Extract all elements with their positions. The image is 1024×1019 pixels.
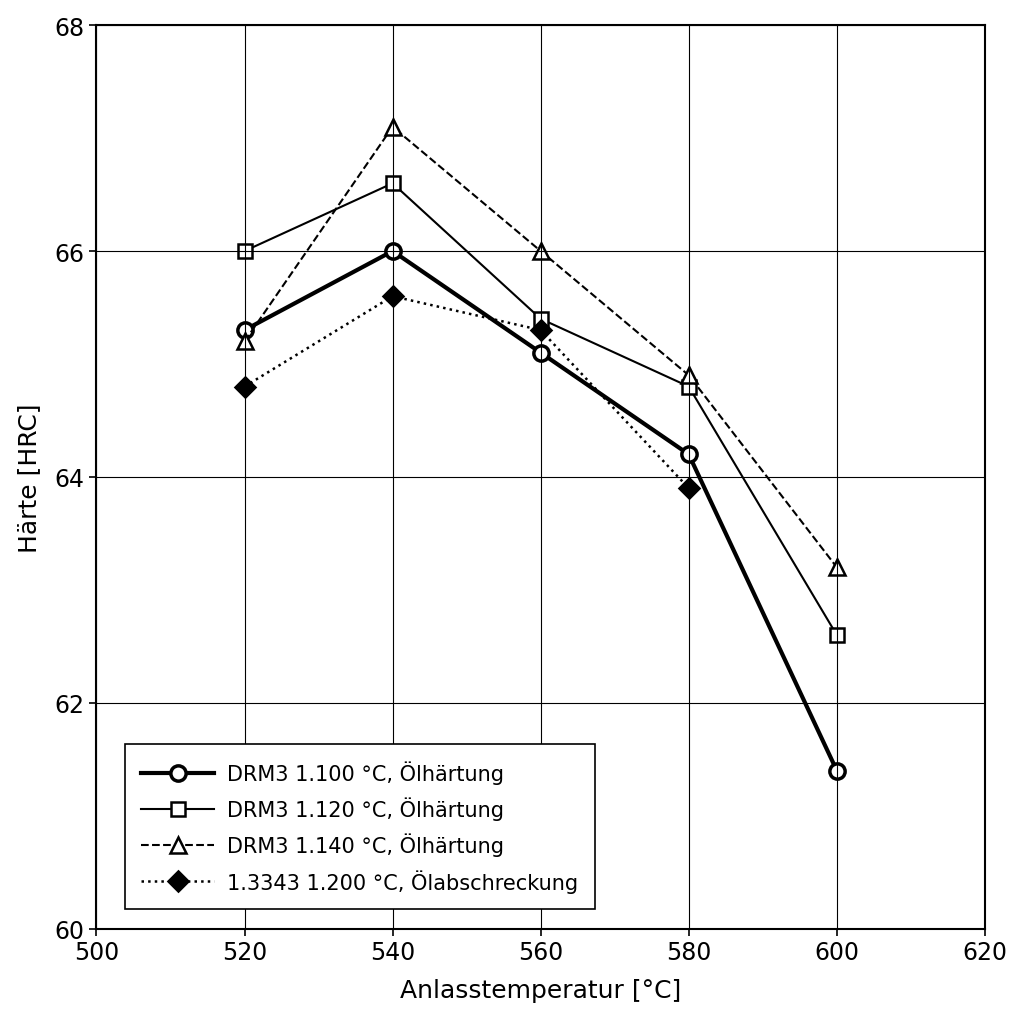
1.3343 1.200 °C, Ölabschreckung (683, 483, 695, 495)
Y-axis label: Härte [HRC]: Härte [HRC] (16, 403, 41, 552)
DRM3 1.120 °C, Ölhärtung (386, 178, 398, 191)
1.3343 1.200 °C, Ölabschreckung (239, 381, 251, 393)
Line: DRM3 1.140 °C, Ölhärtung: DRM3 1.140 °C, Ölhärtung (237, 119, 845, 576)
1.3343 1.200 °C, Ölabschreckung (535, 325, 547, 337)
DRM3 1.120 °C, Ölhärtung (683, 381, 695, 393)
DRM3 1.140 °C, Ölhärtung (683, 370, 695, 382)
DRM3 1.100 °C, Ölhärtung (535, 347, 547, 360)
DRM3 1.100 °C, Ölhärtung (830, 764, 843, 776)
DRM3 1.140 °C, Ölhärtung (535, 246, 547, 258)
X-axis label: Anlasstemperatur [°C]: Anlasstemperatur [°C] (400, 978, 681, 1003)
DRM3 1.100 °C, Ölhärtung (683, 448, 695, 461)
DRM3 1.100 °C, Ölhärtung (386, 246, 398, 258)
DRM3 1.120 °C, Ölhärtung (535, 314, 547, 326)
Line: 1.3343 1.200 °C, Ölabschreckung: 1.3343 1.200 °C, Ölabschreckung (238, 290, 695, 495)
DRM3 1.140 °C, Ölhärtung (239, 336, 251, 348)
DRM3 1.100 °C, Ölhärtung (239, 325, 251, 337)
Line: DRM3 1.100 °C, Ölhärtung: DRM3 1.100 °C, Ölhärtung (237, 245, 845, 779)
1.3343 1.200 °C, Ölabschreckung (386, 290, 398, 303)
DRM3 1.120 °C, Ölhärtung (239, 246, 251, 258)
DRM3 1.140 °C, Ölhärtung (830, 561, 843, 574)
Legend: DRM3 1.100 °C, Ölhärtung, DRM3 1.120 °C, Ölhärtung, DRM3 1.140 °C, Ölhärtung, 1.: DRM3 1.100 °C, Ölhärtung, DRM3 1.120 °C,… (125, 744, 595, 909)
DRM3 1.140 °C, Ölhärtung (386, 121, 398, 133)
Line: DRM3 1.120 °C, Ölhärtung: DRM3 1.120 °C, Ölhärtung (238, 177, 844, 642)
DRM3 1.120 °C, Ölhärtung (830, 630, 843, 642)
